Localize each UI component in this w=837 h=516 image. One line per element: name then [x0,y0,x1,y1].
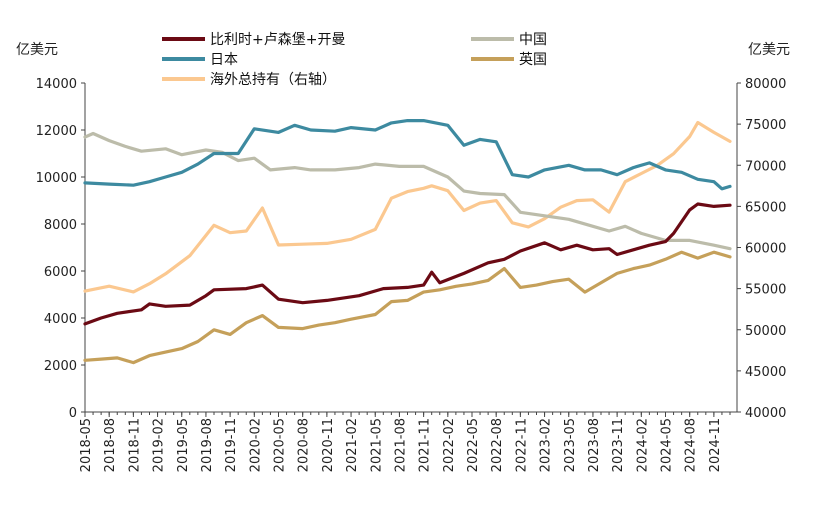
x-tick-label: 2023-11 [611,418,626,472]
x-tick-label: 2021-05 [369,418,384,472]
legend-label-uk: 英国 [519,51,547,68]
x-tick-label: 2023-08 [587,418,602,472]
x-tick-label: 2018-11 [127,418,142,472]
left-tick-label: 2000 [44,359,77,374]
legend-item-japan: 日本 [162,52,238,68]
x-tick-label: 2022-05 [466,418,481,472]
x-tick-label: 2019-05 [176,418,191,472]
legend-item-belgium-lux-cayman: 比利时+卢森堡+开曼 [162,32,345,48]
x-tick-label: 2023-05 [563,418,578,472]
right-tick-label: 40000 [745,406,786,421]
x-tick-label: 2020-08 [297,418,312,472]
series-line [83,120,732,294]
x-axis-ticks: 2018-05 2018-08 2018-11 2019-02 2019-05 2019-… [79,412,731,472]
legend-label-japan: 日本 [210,52,238,68]
legend-label-china: 中国 [519,32,547,48]
right-axis-unit-label: 亿美元 [748,42,790,58]
series-lines [83,119,732,365]
legend-item-china: 中国 [471,32,547,48]
x-tick-label: 2019-11 [224,418,239,472]
left-tick-label: 0 [69,406,77,421]
series-line [83,202,732,326]
x-tick-label: 2021-08 [393,418,408,472]
left-y-axis-ticks: 0 2000 4000 6000 8000 10000 12000 14000 [36,77,85,421]
series-line [83,131,732,251]
x-tick-label: 2021-02 [345,418,360,472]
x-tick-label: 2022-02 [442,418,457,472]
left-axis-unit-label: 亿美元 [16,42,58,58]
x-tick-label: 2022-08 [490,418,505,472]
x-tick-label: 2018-08 [103,418,118,472]
right-y-axis-ticks: 40000 45000 50000 55000 60000 65000 70000 75000… [737,77,786,421]
right-tick-label: 50000 [745,324,786,339]
right-tick-label: 70000 [745,159,786,174]
right-tick-label: 60000 [745,242,786,257]
left-tick-label: 4000 [44,312,77,327]
right-tick-label: 55000 [745,283,786,298]
x-tick-label: 2019-08 [200,418,215,472]
right-tick-label: 65000 [745,200,786,215]
left-tick-label: 8000 [44,218,77,233]
right-tick-label: 80000 [745,77,786,92]
x-tick-label: 2024-11 [708,418,723,472]
left-tick-label: 10000 [36,171,77,186]
left-tick-label: 14000 [36,77,77,92]
series-line [83,250,732,365]
right-tick-label: 75000 [745,118,786,133]
x-tick-label: 2023-02 [539,418,554,472]
legend-item-uk: 英国 [471,51,547,68]
right-tick-label: 45000 [745,365,786,380]
x-tick-label: 2020-02 [248,418,263,472]
series-line [83,119,732,191]
x-tick-label: 2020-11 [321,418,336,472]
legend: 比利时+卢森堡+开曼 日本 海外总持有（右轴） 中国 英国 [162,32,547,88]
x-tick-label: 2021-11 [418,418,433,472]
x-tick-label: 2020-05 [273,418,288,472]
left-tick-label: 12000 [36,124,77,139]
left-tick-label: 6000 [44,265,77,280]
x-tick-label: 2018-05 [79,418,94,472]
legend-item-overseas-total: 海外总持有（右轴） [162,72,336,88]
x-tick-label: 2024-05 [660,418,675,472]
legend-label-belgium-lux-cayman: 比利时+卢森堡+开曼 [210,32,345,48]
x-tick-label: 2022-11 [514,418,529,472]
legend-label-overseas-total: 海外总持有（右轴） [210,72,336,88]
x-tick-label: 2024-08 [684,418,699,472]
x-tick-label: 2024-02 [635,418,650,472]
x-tick-label: 2019-02 [152,418,167,472]
